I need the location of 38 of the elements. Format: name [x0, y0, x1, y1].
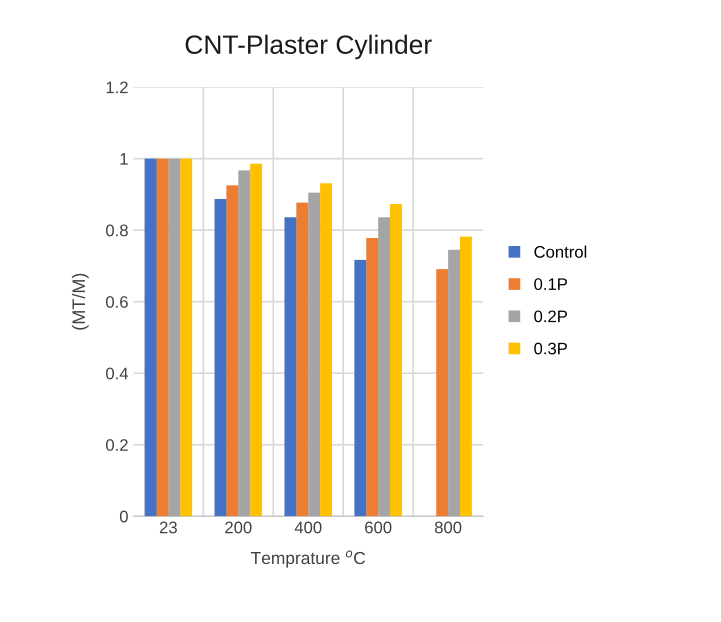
legend-label: 0.3P: [534, 342, 567, 354]
bar: [180, 158, 192, 516]
x-tick-label: 600: [365, 522, 392, 534]
bar: [308, 192, 320, 516]
x-tick-label: 400: [294, 522, 322, 534]
y-tick-label: 1.2: [106, 81, 128, 94]
bar: [168, 158, 180, 516]
x-tick-label: 200: [225, 522, 252, 534]
bar: [436, 269, 448, 516]
bar: [226, 185, 238, 516]
y-tick-label: 1: [120, 153, 128, 165]
y-tick-label: 0.8: [106, 224, 128, 236]
bar: [354, 260, 366, 516]
y-tick-label: 0: [120, 510, 128, 522]
bar: [366, 238, 378, 516]
chart-title: CNT-Plaster Cylinder: [186, 34, 432, 60]
bar: [284, 217, 296, 516]
bar: [214, 199, 226, 516]
bar: [448, 250, 460, 516]
bar: [144, 158, 156, 516]
legend-label: 0.1P: [534, 278, 567, 290]
y-tick-label: 0.4: [106, 368, 128, 380]
x-tick-label: 800: [434, 522, 462, 534]
bar: [250, 164, 262, 516]
bar: [238, 170, 250, 516]
bar: [460, 236, 472, 516]
y-tick-label: 0.2: [106, 439, 128, 451]
bar: [296, 202, 308, 516]
bar: [378, 217, 390, 516]
y-axis-title: (MT/M): [72, 274, 89, 330]
x-axis-title: Temprature $^{o}$C: [250, 550, 366, 568]
legend-label: 0.2P: [534, 310, 567, 322]
y-tick-label: 0.6: [106, 296, 128, 308]
bar: [320, 183, 332, 516]
bar: [390, 204, 402, 516]
bar: [156, 158, 168, 516]
legend-label: Control: [534, 246, 586, 258]
x-tick-label: 23: [160, 522, 177, 534]
